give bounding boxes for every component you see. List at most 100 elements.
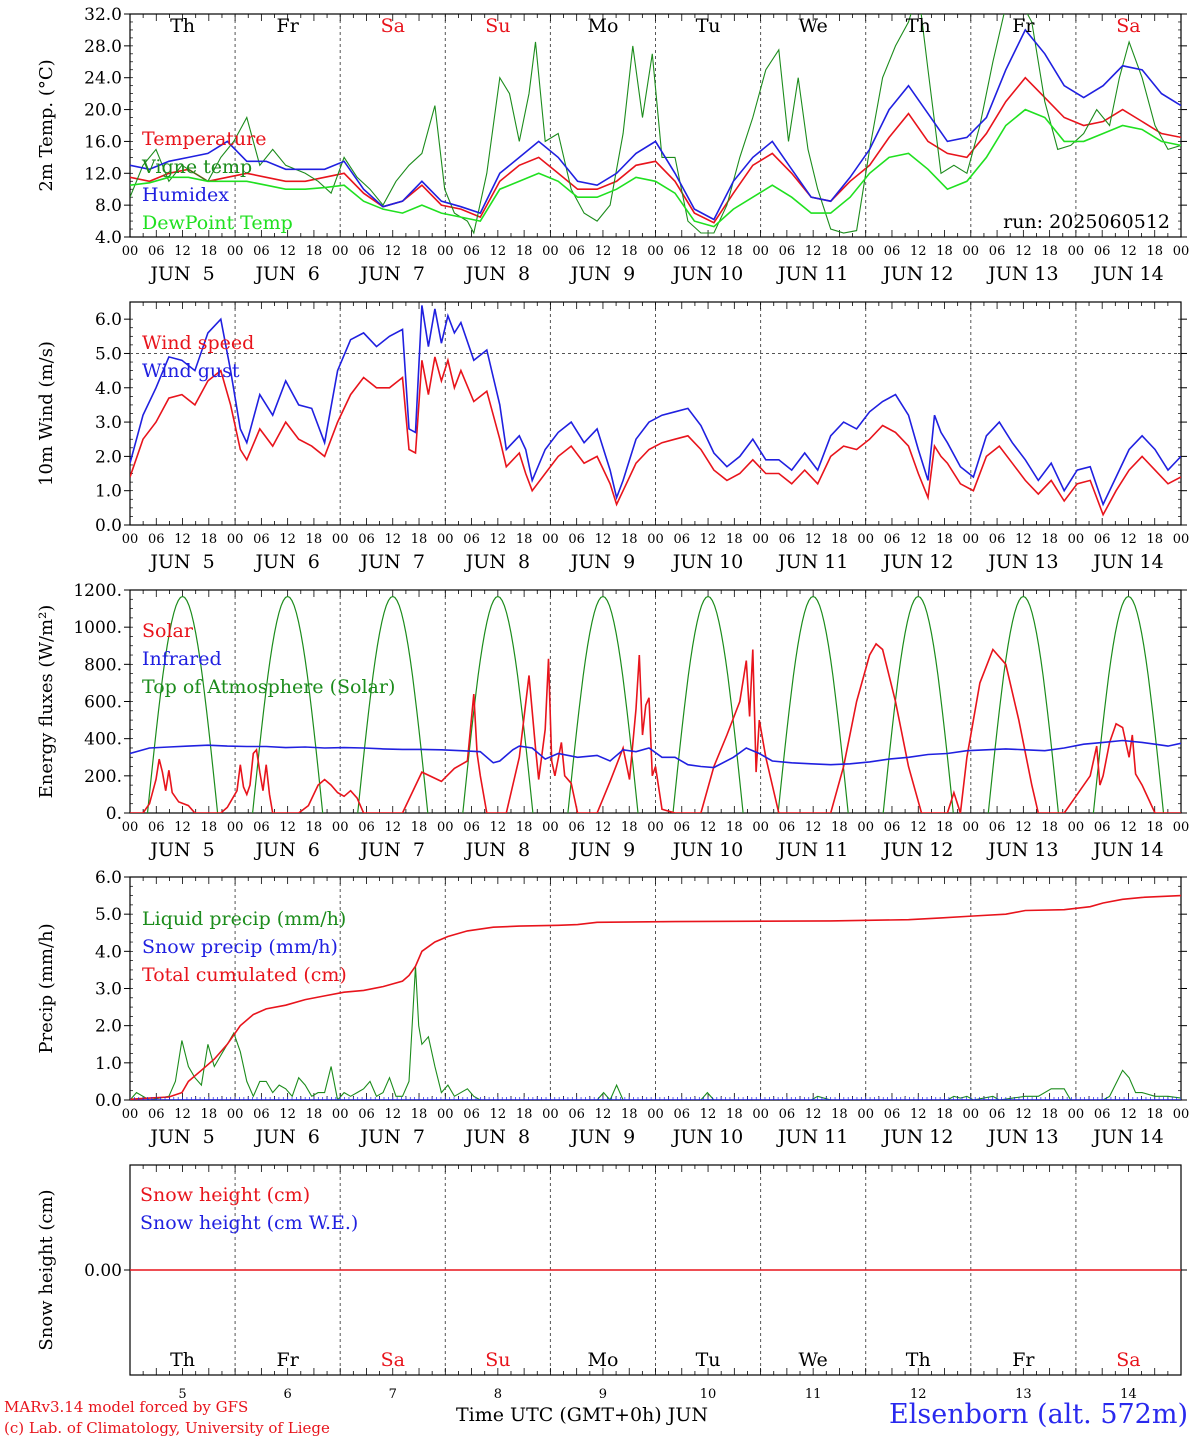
y-tick-label: 0. — [106, 804, 122, 824]
series-group — [130, 14, 1181, 235]
hour-tick-label: 12 — [174, 820, 191, 835]
hour-tick-label: 06 — [989, 1107, 1006, 1122]
y-tick-label: 32.0 — [84, 5, 122, 25]
hour-tick-label: 12 — [595, 532, 612, 547]
series-toa-solar — [987, 595, 1059, 813]
day-number-label: 10 — [700, 1387, 717, 1402]
hour-tick-label: 06 — [674, 244, 691, 259]
hour-tick-label: 06 — [568, 532, 585, 547]
day-label: Th — [906, 1349, 931, 1371]
hour-tick-label: 06 — [674, 532, 691, 547]
y-axis-title: Precip (mm/h) — [36, 923, 57, 1053]
hour-tick-label: 06 — [884, 244, 901, 259]
day-label: Fr — [1012, 15, 1035, 37]
hour-tick-label: 18 — [1146, 1107, 1163, 1122]
y-tick-label: 0.00 — [84, 1261, 122, 1281]
hour-tick-label: 06 — [358, 532, 375, 547]
day-label: Sa — [381, 15, 405, 37]
hour-tick-label: 12 — [910, 1107, 927, 1122]
hour-tick-label: 06 — [568, 1107, 585, 1122]
date-label: JUN 8 — [464, 1126, 530, 1148]
hour-tick-label: 00 — [542, 532, 559, 547]
y-tick-label: 0.0 — [95, 516, 122, 536]
day-label: Th — [170, 15, 195, 37]
hour-tick-label: 06 — [148, 820, 165, 835]
y-tick-label: 6.0 — [95, 868, 122, 888]
hour-tick-label: 00 — [437, 1107, 454, 1122]
date-label: JUN 10 — [671, 839, 743, 861]
day-label: Tu — [696, 15, 721, 37]
hour-tick-label: 18 — [621, 1107, 638, 1122]
y-tick-label: 8.0 — [95, 196, 122, 216]
hour-tick-label: 12 — [805, 1107, 822, 1122]
hour-tick-label: 18 — [621, 244, 638, 259]
y-tick-label: 3.0 — [95, 980, 122, 1000]
hour-tick-label: 12 — [1015, 1107, 1032, 1122]
y-tick-label: 28.0 — [84, 37, 122, 57]
series-toa-solar — [252, 595, 324, 813]
hour-tick-label: 18 — [306, 244, 323, 259]
legend-entry: Snow height (cm W.E.) — [140, 1212, 358, 1234]
panel-1: 4.0 8.0 12.0 16.0 20.0 24.0 28.0 32.0 2m Temp. (… — [36, 5, 1190, 285]
date-label: JUN 6 — [253, 1126, 319, 1148]
day-label: Su — [485, 1349, 510, 1371]
hour-tick-label: 12 — [700, 1107, 717, 1122]
legend-entry: Wind gust — [142, 360, 240, 382]
hour-tick-label: 12 — [174, 1107, 191, 1122]
hour-tick-label: 18 — [1041, 820, 1058, 835]
legend-entry: Snow precip (mm/h) — [142, 936, 338, 958]
hour-tick-label: 00 — [857, 532, 874, 547]
series-toa-solar — [777, 595, 849, 813]
hour-tick-label: 06 — [779, 532, 796, 547]
hour-tick-label: 00 — [542, 820, 559, 835]
hour-tick-label: 12 — [805, 820, 822, 835]
series-dewpoint-temp — [130, 108, 1181, 228]
hour-tick-label: 18 — [831, 532, 848, 547]
date-label: JUN 12 — [881, 263, 953, 285]
day-number-label: 6 — [284, 1387, 292, 1402]
hour-tick-label: 12 — [910, 820, 927, 835]
hour-tick-label: 00 — [752, 820, 769, 835]
hour-tick-label: 00 — [1068, 820, 1085, 835]
hour-tick-label: 00 — [332, 532, 349, 547]
hour-tick-label: 12 — [384, 244, 401, 259]
hour-tick-label: 18 — [621, 820, 638, 835]
date-label: JUN 13 — [986, 551, 1058, 573]
hour-tick-label: 00 — [963, 820, 980, 835]
date-label: JUN 13 — [986, 839, 1058, 861]
hour-tick-label: 00 — [647, 820, 664, 835]
y-tick-label: 12.0 — [84, 164, 122, 184]
day-number-label: 11 — [805, 1387, 822, 1402]
y-axis-title: 10m Wind (m/s) — [36, 341, 57, 486]
hour-tick-label: 12 — [490, 820, 507, 835]
series-group — [130, 305, 1181, 517]
hour-tick-label: 18 — [726, 532, 743, 547]
y-tick-label: 5.0 — [95, 905, 122, 925]
hour-tick-label: 06 — [358, 244, 375, 259]
day-number-label: 8 — [494, 1387, 502, 1402]
hour-tick-label: 06 — [779, 1107, 796, 1122]
date-label: JUN 5 — [148, 839, 214, 861]
y-tick-label: 4.0 — [95, 228, 122, 248]
hour-tick-label: 00 — [437, 532, 454, 547]
day-label: We — [799, 15, 828, 37]
legend-entry: Top of Atmosphere (Solar) — [142, 676, 395, 698]
y-tick-label: 0.0 — [95, 1091, 122, 1111]
hour-tick-label: 18 — [936, 1107, 953, 1122]
hour-tick-label: 00 — [332, 820, 349, 835]
hour-tick-label: 06 — [358, 820, 375, 835]
date-label: JUN 5 — [148, 1126, 214, 1148]
hour-tick-label: 00 — [1173, 244, 1190, 259]
hour-tick-label: 00 — [542, 1107, 559, 1122]
hour-tick-label: 00 — [122, 532, 139, 547]
day-label: Fr — [277, 1349, 300, 1371]
hour-tick-label: 18 — [201, 1107, 218, 1122]
legend-entry: Total cumulated (cm) — [142, 964, 347, 986]
hour-tick-label: 12 — [1015, 820, 1032, 835]
y-tick-label: 2.0 — [95, 447, 122, 467]
hour-tick-label: 00 — [647, 1107, 664, 1122]
hour-tick-label: 00 — [857, 244, 874, 259]
hour-tick-label: 12 — [384, 1107, 401, 1122]
date-label: JUN 8 — [464, 839, 530, 861]
hour-tick-label: 18 — [831, 820, 848, 835]
